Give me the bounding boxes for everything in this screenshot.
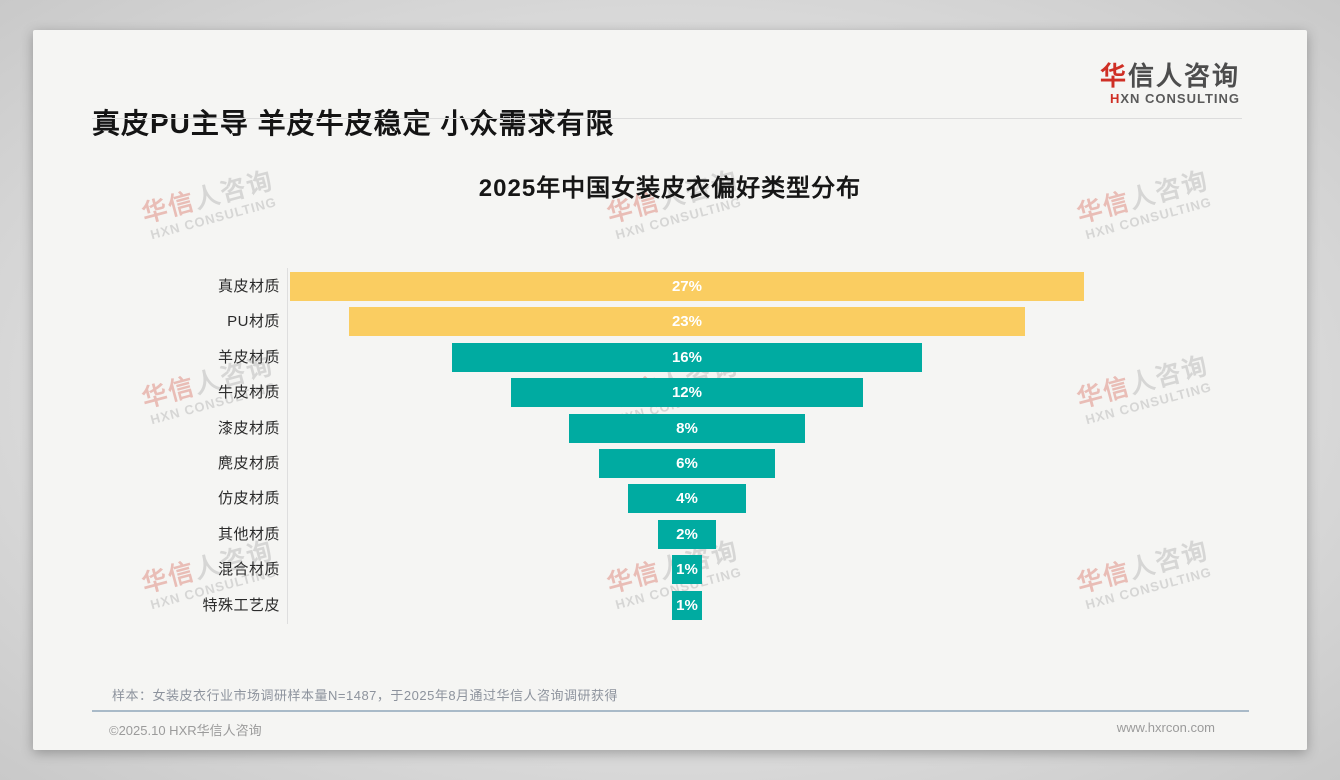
funnel-bar: 16% [451, 342, 923, 372]
bar-value-label: 27% [671, 278, 702, 295]
category-label: 其他材质 [217, 525, 280, 543]
funnel-bar: 4% [628, 484, 746, 514]
funnel-row: 特殊工艺皮 1% [33, 590, 1307, 620]
axis-line [287, 268, 288, 624]
bar-value-label: 1% [676, 596, 698, 614]
bar-value-label: 6% [676, 455, 698, 472]
logo-english-gray: XN CONSULTING [1120, 90, 1240, 106]
funnel-row: 麂皮材质 6% [33, 449, 1307, 478]
funnel-bar: 2% [657, 519, 717, 549]
company-logo: 华信人咨询 HXN CONSULTING [1100, 62, 1240, 106]
bar-value-label: 23% [671, 313, 702, 331]
category-label: 仿皮材质 [217, 490, 280, 508]
footer-divider [92, 710, 1249, 712]
footer-website: www.hxrcon.com [1116, 720, 1215, 735]
footer-copyright: ©2025.10 HXR华信人咨询 [109, 723, 262, 738]
funnel-row: 仿皮材质 4% [33, 484, 1307, 514]
page-title: 真皮PU主导 羊皮牛皮稳定 小众需求有限 [92, 108, 615, 139]
category-label: 真皮材质 [217, 278, 280, 295]
sample-note: 样本：女装皮衣行业市场调研样本量N=1487，于2025年8月通过华信人咨询调研… [112, 688, 619, 703]
funnel-chart: 真皮材质 27% PU材质 23% 羊皮材质 16% 牛皮材质 12% 漆皮材质 8% 麂皮材质 6%… [33, 30, 1307, 750]
category-label: PU材质 [227, 313, 280, 331]
funnel-row: 其他材质 2% [33, 519, 1307, 549]
logo-english-red: H [1109, 90, 1121, 106]
report-slide: 华信人咨询 HXN CONSULTING 华信人咨询 HXN CONSULTING 华信… [33, 30, 1307, 750]
bar-value-label: 8% [676, 419, 698, 437]
category-label: 混合材质 [217, 561, 280, 579]
funnel-bar: 12% [510, 378, 864, 408]
logo-chinese-gray: 信人咨询 [1127, 61, 1240, 91]
bar-value-label: 12% [671, 384, 702, 402]
funnel-row: 真皮材质 27% [33, 272, 1307, 301]
funnel-row: 牛皮材质 12% [33, 378, 1307, 408]
funnel-row: PU材质 23% [33, 307, 1307, 337]
bar-value-label: 4% [676, 490, 698, 508]
funnel-bar: 8% [569, 413, 805, 443]
logo-chinese-red: 华 [1099, 61, 1128, 91]
category-label: 漆皮材质 [217, 419, 280, 437]
logo-english-text: HXN CONSULTING [1100, 91, 1240, 107]
header-divider [92, 118, 1242, 119]
logo-chinese-text: 华信人咨询 [1100, 62, 1240, 91]
chart-title: 2025年中国女装皮衣偏好类型分布 [478, 175, 862, 202]
funnel-row: 混合材质 1% [33, 555, 1307, 585]
funnel-bar: 1% [672, 590, 702, 620]
category-label: 麂皮材质 [217, 455, 280, 472]
funnel-row: 漆皮材质 8% [33, 413, 1307, 443]
funnel-bar: 27% [290, 272, 1084, 301]
funnel-bar: 1% [672, 555, 702, 585]
funnel-row: 羊皮材质 16% [33, 342, 1307, 372]
category-label: 牛皮材质 [217, 384, 280, 402]
category-label: 特殊工艺皮 [202, 596, 280, 614]
bar-value-label: 1% [676, 561, 698, 579]
bar-value-label: 2% [676, 525, 698, 543]
funnel-bar: 23% [348, 307, 1026, 337]
bar-value-label: 16% [671, 348, 702, 366]
category-label: 羊皮材质 [217, 348, 280, 366]
funnel-bar: 6% [598, 449, 776, 478]
